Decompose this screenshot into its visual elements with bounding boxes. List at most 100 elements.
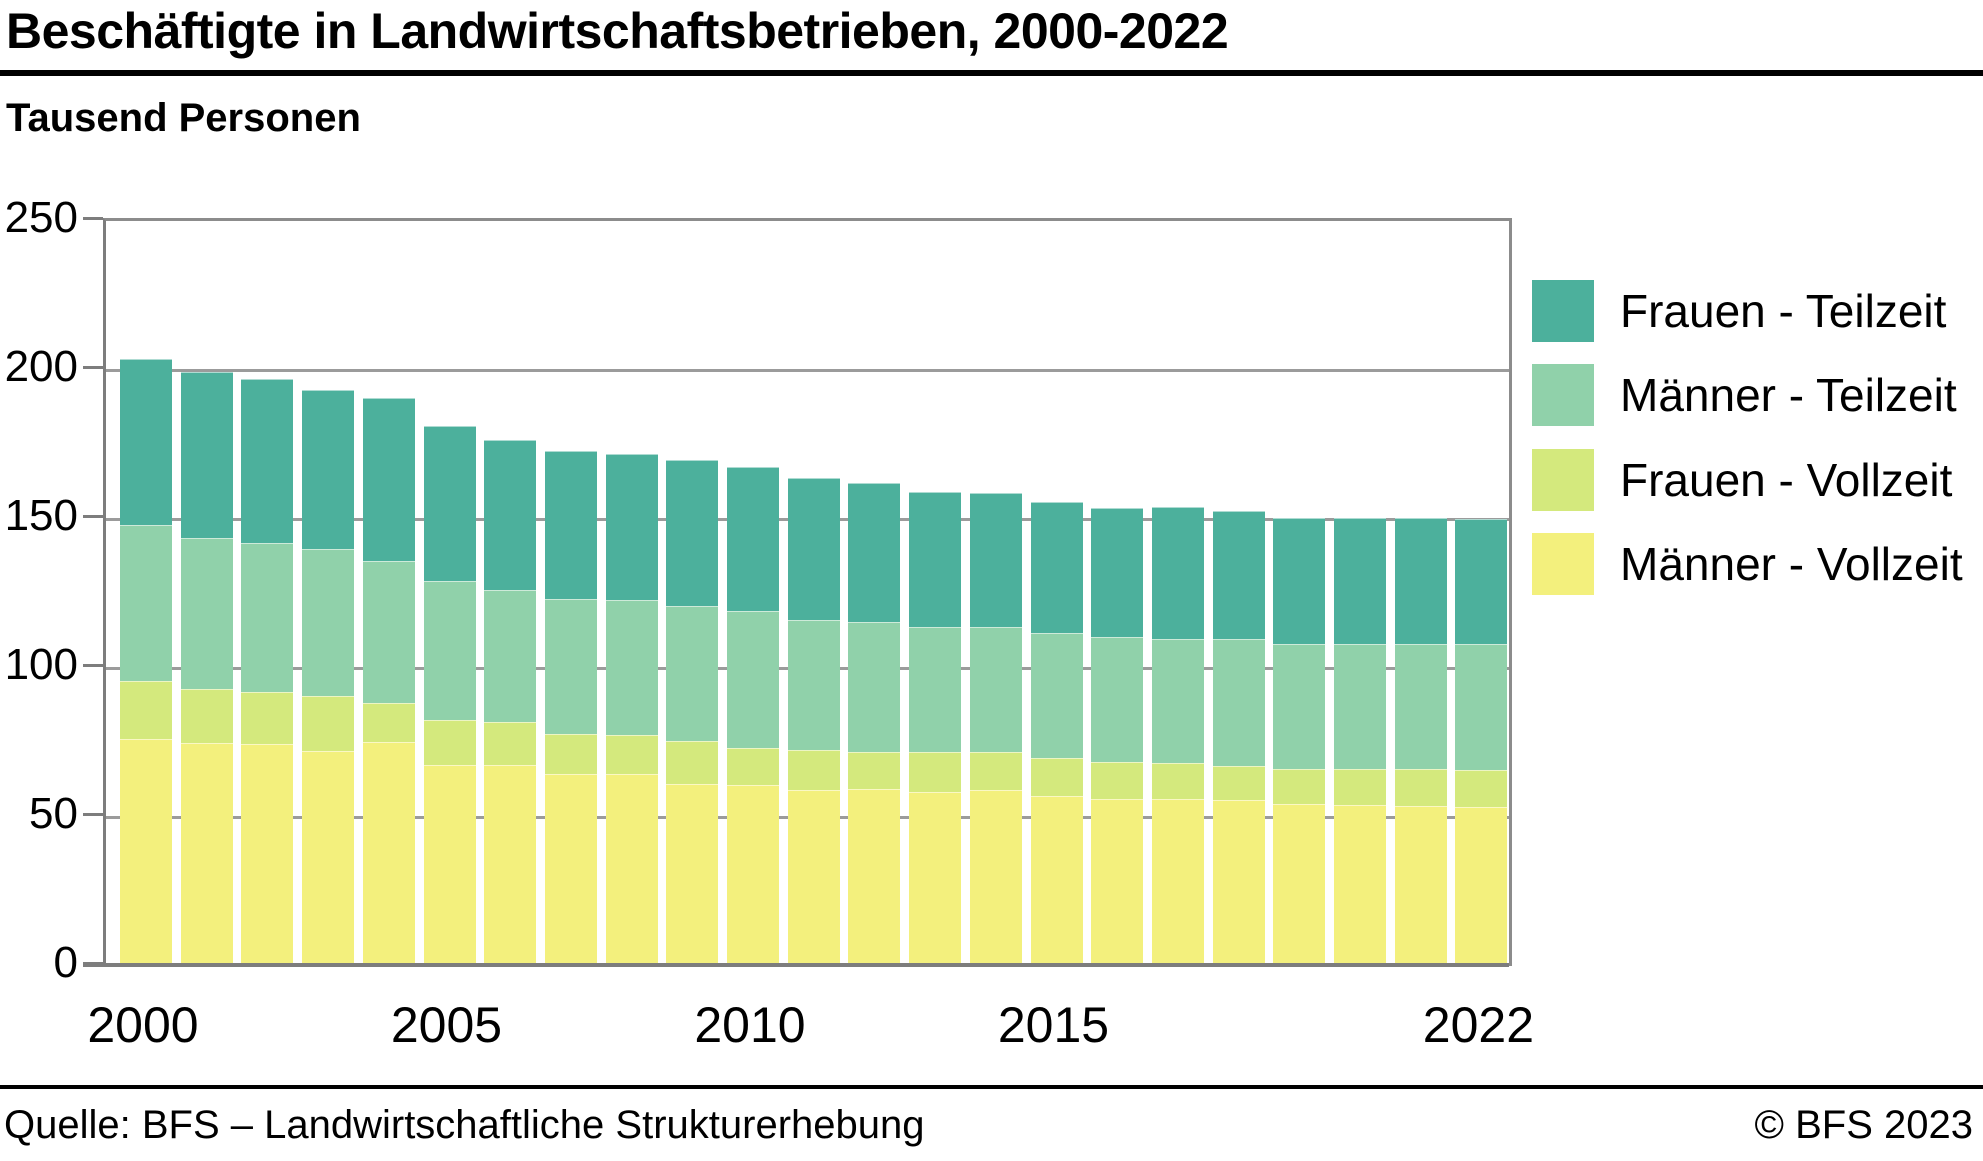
bar-2001-segment-Frauen - Teilzeit — [180, 371, 233, 539]
bar-2004 — [362, 398, 415, 966]
bar-2007-segment-Männer - Teilzeit — [544, 598, 597, 735]
bar-2009-segment-Frauen - Teilzeit — [666, 460, 719, 607]
bar-2006-segment-Frauen - Vollzeit — [484, 721, 537, 765]
bar-2019-segment-Frauen - Teilzeit — [1273, 517, 1326, 644]
x-tick-label-2000: 2000 — [87, 997, 199, 1053]
bar-2002-segment-Frauen - Vollzeit — [241, 692, 294, 745]
y-tick-label-200: 200 — [4, 342, 78, 391]
bar-2008-segment-Frauen - Vollzeit — [605, 735, 658, 775]
y-tick-label-0: 0 — [53, 938, 78, 987]
bar-2013-segment-Männer - Vollzeit — [909, 791, 962, 966]
bar-2010-segment-Frauen - Teilzeit — [727, 467, 779, 611]
bar-2015-segment-Männer - Vollzeit — [1030, 795, 1083, 966]
bar-2013 — [909, 491, 962, 966]
bar-2014-segment-Frauen - Teilzeit — [969, 492, 1022, 628]
bar-2019-segment-Männer - Vollzeit — [1273, 803, 1326, 966]
bar-2011-segment-Männer - Teilzeit — [787, 620, 840, 750]
bar-2009 — [666, 460, 719, 966]
bar-2011-segment-Frauen - Teilzeit — [787, 477, 840, 621]
bar-2002-segment-Männer - Vollzeit — [241, 744, 294, 966]
bar-2020 — [1334, 517, 1386, 966]
y-tick-label-150: 150 — [4, 491, 78, 540]
bar-2009-segment-Männer - Vollzeit — [666, 783, 719, 966]
bar-2005-segment-Frauen - Vollzeit — [423, 719, 476, 765]
bar-2002-segment-Männer - Teilzeit — [241, 543, 294, 693]
y-axis-unit-label: Tausend Personen — [6, 96, 361, 140]
bar-2016-segment-Frauen - Vollzeit — [1091, 762, 1144, 799]
bar-2018-segment-Frauen - Vollzeit — [1212, 765, 1265, 801]
bar-2020-segment-Männer - Teilzeit — [1334, 644, 1386, 769]
legend-item-2: Frauen - Vollzeit — [1532, 448, 1972, 511]
bar-2005 — [423, 425, 476, 966]
bar-2012-segment-Frauen - Teilzeit — [848, 483, 901, 623]
bar-2019-segment-Männer - Teilzeit — [1273, 643, 1326, 769]
bar-2012-segment-Männer - Teilzeit — [848, 622, 901, 753]
bar-2000-segment-Männer - Teilzeit — [120, 524, 172, 682]
bar-2011-segment-Männer - Vollzeit — [787, 789, 840, 966]
x-axis-line — [83, 963, 1509, 967]
bar-2004-segment-Männer - Vollzeit — [362, 742, 415, 966]
bar-2005-segment-Frauen - Teilzeit — [423, 425, 476, 581]
bar-2003-segment-Männer - Teilzeit — [302, 549, 355, 697]
y-tick-label-100: 100 — [4, 640, 78, 689]
legend-item-1: Männer - Teilzeit — [1532, 364, 1972, 427]
page-title: Beschäftigte in Landwirtschaftsbetrieben… — [6, 3, 1229, 59]
bar-2017-segment-Männer - Teilzeit — [1151, 639, 1204, 764]
bar-2007-segment-Frauen - Teilzeit — [544, 451, 597, 599]
bar-2020-segment-Frauen - Teilzeit — [1334, 517, 1386, 645]
bar-2021 — [1394, 517, 1447, 966]
legend-label-1: Männer - Teilzeit — [1620, 369, 1957, 422]
y-tick-0 — [83, 961, 103, 965]
bar-2015 — [1030, 502, 1083, 966]
y-tick-200 — [83, 365, 103, 369]
bar-2011-segment-Frauen - Vollzeit — [787, 749, 840, 790]
bar-2000-segment-Frauen - Teilzeit — [120, 358, 172, 525]
legend-label-2: Frauen - Vollzeit — [1620, 453, 1953, 506]
bar-2019-segment-Frauen - Vollzeit — [1273, 768, 1326, 804]
source-text: Quelle: BFS – Landwirtschaftliche Strukt… — [4, 1103, 925, 1147]
y-tick-100 — [83, 663, 103, 667]
y-tick-50 — [83, 812, 103, 816]
y-tick-label-50: 50 — [29, 789, 78, 838]
bar-2005-segment-Männer - Teilzeit — [423, 581, 476, 720]
legend-swatch-3 — [1532, 532, 1594, 595]
legend-label-3: Männer - Vollzeit — [1620, 537, 1963, 590]
bar-2022-segment-Männer - Teilzeit — [1455, 644, 1508, 770]
bar-2009-segment-Frauen - Vollzeit — [666, 740, 719, 784]
bar-2021-segment-Männer - Vollzeit — [1394, 805, 1447, 966]
bar-2000-segment-Frauen - Vollzeit — [120, 681, 172, 739]
gridline-200 — [106, 368, 1509, 372]
bar-2019 — [1273, 517, 1326, 966]
bar-2004-segment-Frauen - Teilzeit — [362, 398, 415, 561]
x-tick-label-2022: 2022 — [1422, 997, 1534, 1053]
bar-2007-segment-Frauen - Vollzeit — [544, 734, 597, 775]
bar-2016-segment-Männer - Vollzeit — [1091, 798, 1144, 966]
bar-2018-segment-Männer - Teilzeit — [1212, 639, 1265, 766]
bar-2006 — [484, 439, 537, 966]
bar-2010-segment-Frauen - Vollzeit — [727, 747, 779, 785]
legend-label-0: Frauen - Teilzeit — [1620, 285, 1947, 337]
bar-2000 — [120, 358, 172, 966]
bar-2015-segment-Männer - Teilzeit — [1030, 632, 1083, 759]
y-tick-label-250: 250 — [4, 193, 78, 242]
bar-2018-segment-Frauen - Teilzeit — [1212, 510, 1265, 640]
bar-2013-segment-Frauen - Vollzeit — [909, 752, 962, 792]
bar-2020-segment-Männer - Vollzeit — [1334, 804, 1386, 966]
legend-swatch-1 — [1532, 364, 1594, 427]
bar-2017 — [1151, 507, 1204, 966]
bar-2022 — [1455, 519, 1508, 966]
bar-2008-segment-Frauen - Teilzeit — [605, 454, 658, 601]
bar-2014-segment-Frauen - Vollzeit — [969, 752, 1022, 790]
plot-area — [103, 218, 1512, 966]
bar-2013-segment-Männer - Teilzeit — [909, 627, 962, 753]
bar-2012 — [848, 483, 901, 966]
bar-2010-segment-Männer - Vollzeit — [727, 784, 779, 966]
bar-2008-segment-Männer - Teilzeit — [605, 600, 658, 736]
bar-2001 — [180, 371, 233, 966]
bar-2000-segment-Männer - Vollzeit — [120, 738, 172, 966]
bar-2008 — [605, 454, 658, 966]
bar-2005-segment-Männer - Vollzeit — [423, 764, 476, 966]
bar-2017-segment-Frauen - Teilzeit — [1151, 507, 1204, 640]
bar-2006-segment-Männer - Vollzeit — [484, 764, 537, 966]
